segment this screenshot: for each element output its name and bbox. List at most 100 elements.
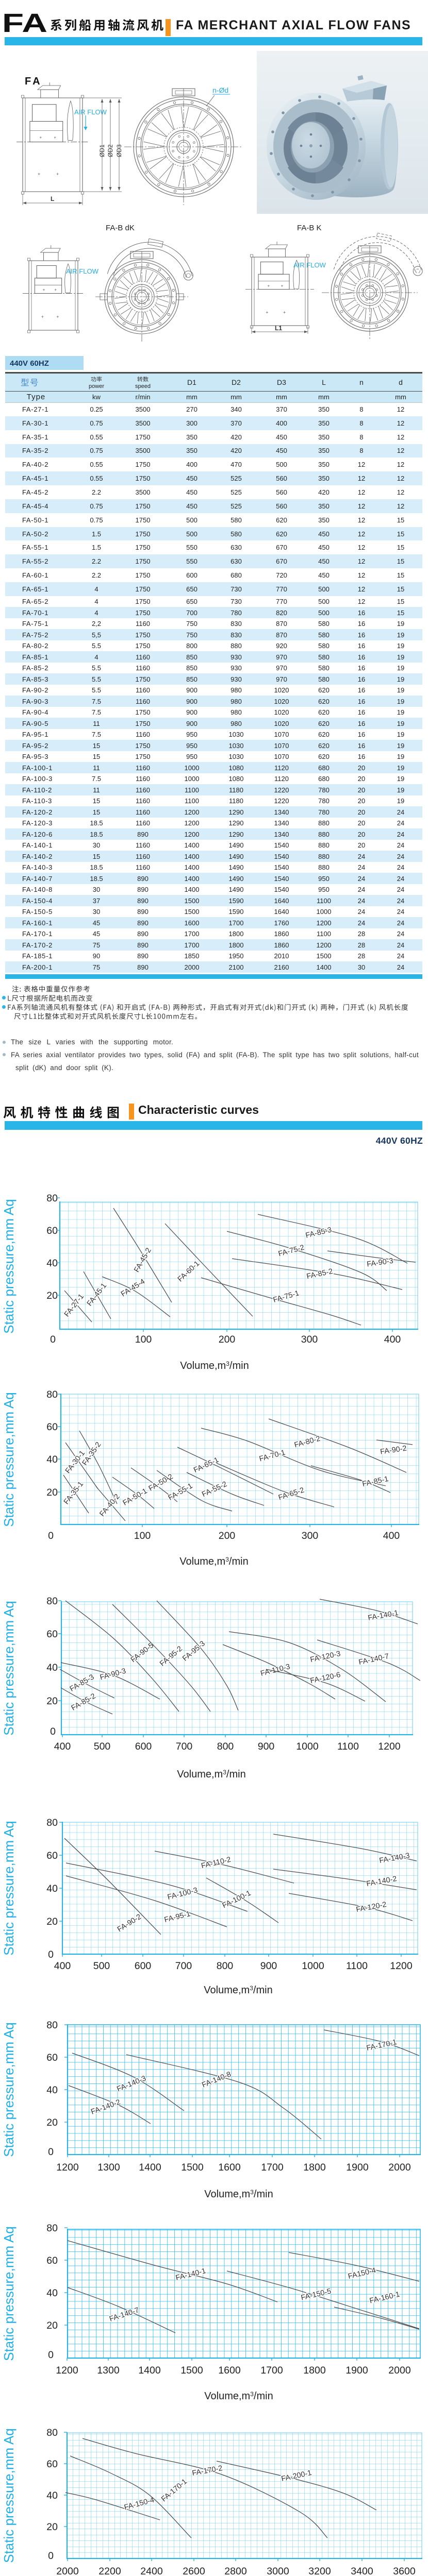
svg-text:40: 40 (46, 2287, 58, 2299)
svg-text:1600: 1600 (218, 2162, 241, 2173)
svg-text:1700: 1700 (261, 2162, 284, 2173)
svg-text:1400: 1400 (139, 2162, 161, 2173)
svg-text:0: 0 (50, 1726, 56, 1737)
svg-text:40: 40 (46, 1258, 58, 1269)
svg-text:Static pressure,mm Aq: Static pressure,mm Aq (1, 2022, 17, 2157)
svg-text:20: 20 (46, 2320, 58, 2331)
svg-text:L1: L1 (275, 325, 282, 332)
svg-text:1900: 1900 (345, 2365, 368, 2376)
svg-text:+: + (266, 310, 268, 315)
svg-text:1700: 1700 (260, 2365, 283, 2376)
svg-text:Volume,m3/min: Volume,m3/min (177, 1769, 245, 1780)
svg-text:300: 300 (302, 1530, 319, 1541)
svg-text:0: 0 (48, 1949, 54, 1960)
svg-text:ØD2: ØD2 (107, 144, 114, 157)
svg-text:3000: 3000 (267, 2566, 289, 2576)
svg-text:1800: 1800 (303, 2162, 326, 2173)
svg-text:Volume,m3/min: Volume,m3/min (204, 2189, 273, 2200)
svg-text:400: 400 (383, 1530, 400, 1541)
svg-text:60: 60 (46, 1629, 58, 1640)
svg-text:1200: 1200 (56, 2162, 79, 2173)
svg-text:Static pressure,mm Aq: Static pressure,mm Aq (1, 2428, 17, 2563)
svg-text:Static pressure,mm Aq: Static pressure,mm Aq (1, 1601, 17, 1736)
svg-text:40: 40 (46, 1454, 58, 1465)
svg-text:20: 20 (46, 1290, 58, 1301)
svg-text:80: 80 (46, 1817, 58, 1828)
svg-text:20: 20 (46, 1916, 58, 1927)
svg-text:n-Ød: n-Ød (212, 86, 228, 94)
svg-text:80: 80 (46, 2020, 58, 2031)
svg-text:1800: 1800 (303, 2365, 326, 2376)
svg-text:20: 20 (46, 2117, 58, 2128)
svg-text:+: + (43, 287, 45, 292)
svg-text:+: + (54, 135, 56, 140)
svg-text:Static pressure,mm Aq: Static pressure,mm Aq (1, 1821, 17, 1956)
svg-text:+: + (56, 172, 59, 177)
svg-text:ØD1: ØD1 (98, 144, 106, 157)
svg-text:0: 0 (48, 1530, 54, 1541)
svg-text:AIR FLOW: AIR FLOW (66, 267, 99, 275)
svg-text:3200: 3200 (308, 2566, 331, 2576)
svg-text:60: 60 (46, 1850, 58, 1861)
svg-text:60: 60 (46, 1225, 58, 1236)
svg-text:100: 100 (135, 1334, 152, 1345)
svg-text:Volume,m3/min: Volume,m3/min (179, 1556, 248, 1567)
svg-text:600: 600 (135, 1960, 152, 1972)
svg-text:Static pressure,mm Aq: Static pressure,mm Aq (1, 1392, 17, 1527)
svg-text:FA-B dK: FA-B dK (106, 224, 135, 232)
svg-text:20: 20 (46, 1487, 58, 1498)
svg-text:2800: 2800 (224, 2566, 247, 2576)
svg-text:1000: 1000 (296, 1741, 319, 1752)
svg-text:2000: 2000 (388, 2162, 411, 2173)
svg-text:1900: 1900 (346, 2162, 369, 2173)
svg-text:80: 80 (46, 1596, 58, 1607)
svg-text:80: 80 (46, 1194, 58, 1204)
svg-text:300: 300 (301, 1334, 318, 1345)
svg-text:0: 0 (48, 2146, 54, 2158)
svg-text:ØD3: ØD3 (116, 144, 123, 157)
svg-text:Volume,m3/min: Volume,m3/min (180, 1360, 249, 1371)
svg-text:20: 20 (46, 1696, 58, 1707)
svg-text:+: + (54, 287, 57, 292)
svg-text:+: + (38, 172, 40, 177)
svg-text:2600: 2600 (183, 2566, 205, 2576)
svg-text:600: 600 (135, 1741, 152, 1752)
svg-text:80: 80 (46, 2427, 58, 2438)
svg-text:80: 80 (46, 1389, 58, 1400)
svg-text:L: L (51, 195, 54, 202)
svg-text:900: 900 (260, 1960, 277, 1972)
svg-text:40: 40 (46, 1662, 58, 1673)
svg-text:200: 200 (219, 1334, 236, 1345)
svg-text:3600: 3600 (393, 2566, 416, 2576)
svg-text:1400: 1400 (138, 2365, 161, 2376)
svg-text:40: 40 (46, 1883, 58, 1894)
svg-text:FA: FA (25, 76, 42, 87)
svg-text:2200: 2200 (98, 2566, 121, 2576)
svg-text:800: 800 (217, 1741, 234, 1752)
svg-text:1500: 1500 (181, 2162, 204, 2173)
svg-text:Volume,m3/min: Volume,m3/min (204, 1985, 272, 1996)
svg-text:60: 60 (46, 1421, 58, 1433)
svg-text:2400: 2400 (140, 2566, 163, 2576)
svg-text:1100: 1100 (337, 1741, 359, 1752)
svg-text:1600: 1600 (218, 2365, 241, 2376)
svg-text:1000: 1000 (302, 1960, 324, 1972)
svg-text:Volume,m3/min: Volume,m3/min (204, 2391, 273, 2402)
svg-text:+: + (281, 283, 284, 288)
svg-text:80: 80 (46, 2223, 58, 2234)
svg-text:+: + (56, 314, 59, 319)
svg-text:700: 700 (175, 1960, 192, 1972)
svg-text:800: 800 (217, 1960, 234, 1972)
svg-text:0: 0 (48, 2550, 54, 2562)
svg-text:400: 400 (54, 1741, 71, 1752)
svg-text:+: + (41, 314, 44, 319)
svg-text:1500: 1500 (180, 2365, 203, 2376)
svg-text:200: 200 (219, 1530, 236, 1541)
svg-text:500: 500 (93, 1960, 110, 1972)
svg-text:400: 400 (384, 1334, 401, 1345)
svg-text:40: 40 (46, 2490, 58, 2501)
svg-text:40: 40 (46, 2084, 58, 2096)
svg-text:20: 20 (46, 2521, 58, 2533)
svg-text:1200: 1200 (378, 1741, 401, 1752)
svg-text:0: 0 (50, 1334, 56, 1345)
